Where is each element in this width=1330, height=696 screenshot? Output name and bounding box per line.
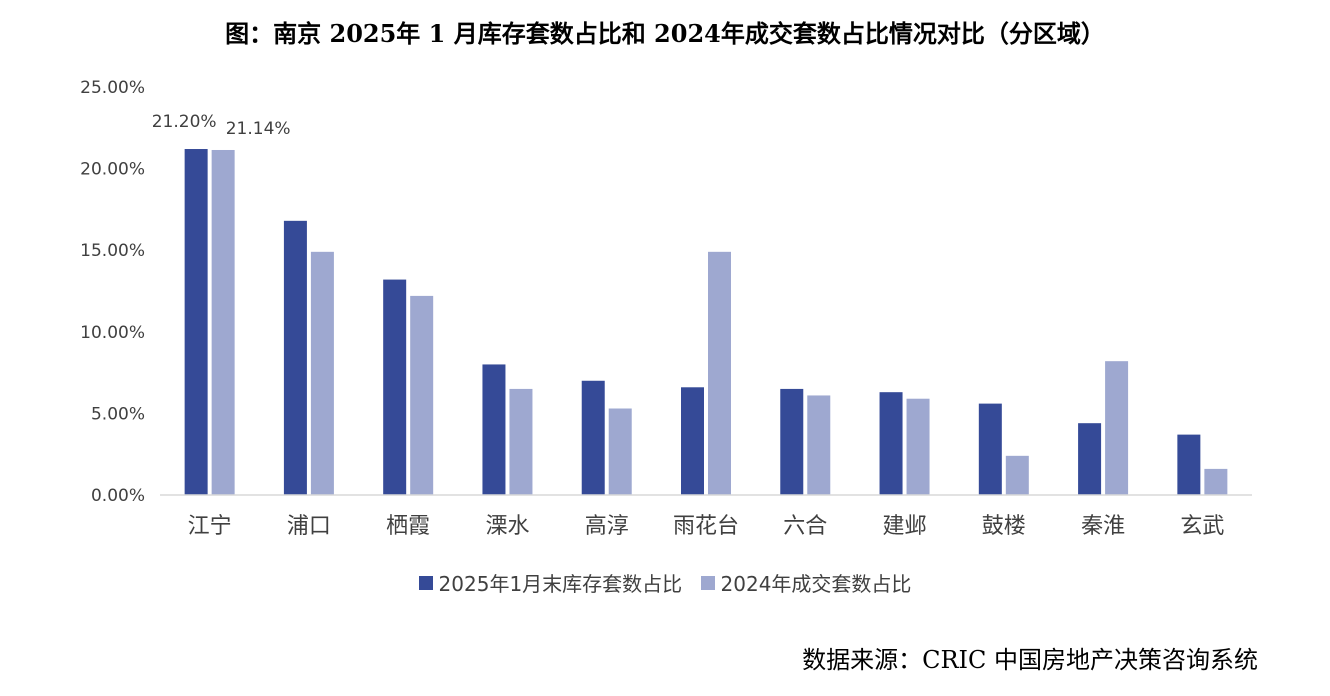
data-label: 21.20% xyxy=(152,112,217,132)
bar-inventory xyxy=(283,220,307,495)
bar-transactions xyxy=(1105,361,1129,495)
legend-label-transactions: 2024年成交套数占比 xyxy=(720,572,912,596)
y-tick-label: 15.00% xyxy=(80,241,145,261)
x-tick-label: 玄武 xyxy=(1180,514,1224,539)
x-tick-label: 六合 xyxy=(783,514,827,539)
x-tick-label: 建邺 xyxy=(883,514,927,539)
y-tick-label: 0.00% xyxy=(91,486,145,506)
bar-transactions xyxy=(906,398,930,495)
chart-title: 图：南京 2025年 1 月库存套数占比和 2024年成交套数占比情况对比（分区… xyxy=(225,19,1105,48)
bar-inventory xyxy=(978,403,1002,495)
bar-transactions xyxy=(1204,468,1228,495)
bar-transactions xyxy=(211,149,235,496)
bar-transactions xyxy=(807,395,831,495)
bar-inventory xyxy=(1078,423,1102,495)
bar-inventory xyxy=(581,380,605,495)
x-tick-label: 秦淮 xyxy=(1081,514,1125,539)
bar-inventory xyxy=(879,392,903,495)
x-tick-label: 栖霞 xyxy=(386,514,430,539)
bar-inventory xyxy=(184,149,208,496)
legend-swatch-transactions xyxy=(700,575,715,590)
source-note: 数据来源：CRIC 中国房地产决策咨询系统 xyxy=(802,646,1258,674)
y-tick-label: 10.00% xyxy=(80,323,145,343)
bar-inventory xyxy=(780,388,804,495)
legend-item-inventory: 2025年1月末库存套数占比 xyxy=(418,568,683,597)
y-tick-label: 20.00% xyxy=(80,160,145,180)
legend-label-inventory: 2025年1月末库存套数占比 xyxy=(438,572,683,596)
x-tick-label: 鼓楼 xyxy=(982,514,1026,539)
y-tick-label: 5.00% xyxy=(91,404,145,424)
bar-transactions xyxy=(708,251,731,495)
bar-inventory xyxy=(383,279,407,495)
bar-inventory xyxy=(681,387,704,495)
bar-transactions xyxy=(310,251,334,495)
bar-transactions xyxy=(608,408,632,495)
x-tick-label: 溧水 xyxy=(485,514,529,539)
x-tick-label: 浦口 xyxy=(287,514,331,539)
x-tick-label: 江宁 xyxy=(188,514,232,539)
x-tick-label: 雨花台 xyxy=(673,514,739,539)
bar-transactions xyxy=(509,388,533,495)
legend: 2025年1月末库存套数占比 2024年成交套数占比 xyxy=(0,568,1330,597)
bar-inventory xyxy=(482,364,506,495)
x-tick-label: 高淳 xyxy=(585,514,629,539)
y-tick-label: 25.00% xyxy=(80,78,145,98)
bar-transactions xyxy=(1005,455,1029,495)
bar-transactions xyxy=(410,295,434,495)
data-label: 21.14% xyxy=(226,119,291,139)
legend-item-transactions: 2024年成交套数占比 xyxy=(700,568,912,597)
bar-inventory xyxy=(1177,434,1201,495)
legend-swatch-inventory xyxy=(418,575,433,590)
